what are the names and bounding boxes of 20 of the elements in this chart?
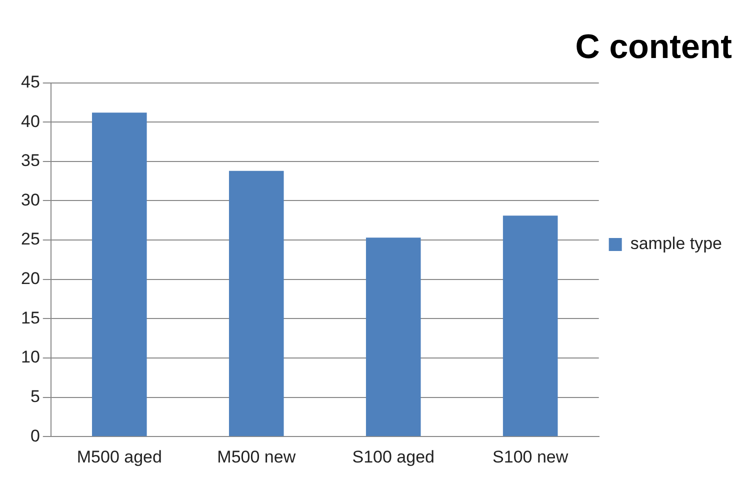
bar — [502, 216, 558, 436]
bar — [228, 170, 284, 436]
bar — [92, 112, 147, 436]
y-tick-label: 20 — [20, 269, 40, 288]
y-tick-label: 10 — [20, 348, 40, 367]
y-tick-label: 40 — [20, 112, 40, 131]
bar — [366, 238, 421, 436]
y-tick-label: 35 — [20, 151, 40, 170]
y-tick-label: 30 — [20, 190, 40, 210]
y-tick-label: 15 — [20, 308, 40, 328]
y-tick-label: 0 — [30, 426, 40, 446]
y-tick-label: 25 — [20, 230, 40, 249]
chart-title: C content — [575, 28, 732, 66]
legend-label: sample type — [630, 234, 722, 254]
x-tick-label: M500 new — [217, 447, 296, 466]
x-tick-label: S100 aged — [352, 447, 434, 466]
y-tick-label: 45 — [20, 72, 40, 92]
x-tick-label: S100 new — [492, 447, 569, 466]
x-tick-label: M500 aged — [76, 447, 162, 466]
y-tick-label: 5 — [30, 386, 40, 406]
